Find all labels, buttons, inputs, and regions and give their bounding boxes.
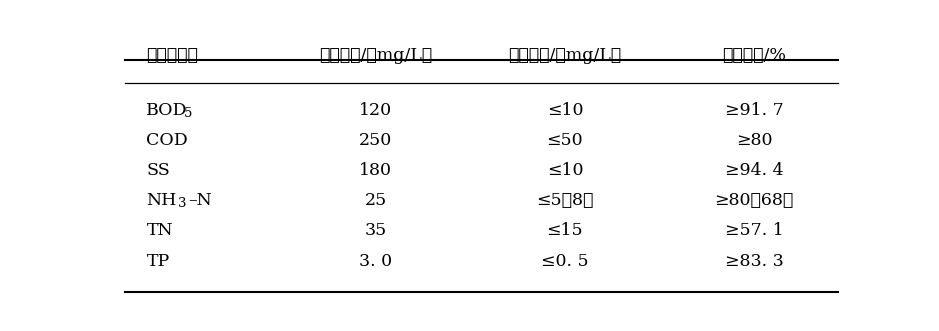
- Text: 250: 250: [359, 132, 393, 149]
- Text: 35: 35: [364, 222, 387, 239]
- Text: NH: NH: [146, 192, 177, 210]
- Text: ≤50: ≤50: [546, 132, 583, 149]
- Text: 5: 5: [184, 107, 192, 120]
- Text: ≥80: ≥80: [736, 132, 773, 149]
- Text: 3: 3: [177, 197, 186, 210]
- Text: 污染物指标: 污染物指标: [146, 47, 198, 64]
- Text: COD: COD: [146, 132, 188, 149]
- Text: SS: SS: [146, 162, 170, 179]
- Text: ≤10: ≤10: [546, 102, 583, 119]
- Text: 25: 25: [364, 192, 387, 210]
- Text: 180: 180: [360, 162, 393, 179]
- Text: 120: 120: [359, 102, 393, 119]
- Text: TN: TN: [146, 222, 173, 239]
- Text: ≤10: ≤10: [546, 162, 583, 179]
- Text: ≤15: ≤15: [546, 222, 583, 239]
- Text: ≥83. 3: ≥83. 3: [725, 253, 783, 269]
- Text: ≥57. 1: ≥57. 1: [725, 222, 783, 239]
- Text: 3. 0: 3. 0: [359, 253, 393, 269]
- Text: –N: –N: [189, 192, 212, 210]
- Text: ≤5（8）: ≤5（8）: [536, 192, 593, 210]
- Text: BOD: BOD: [146, 102, 188, 119]
- Text: TP: TP: [146, 253, 170, 269]
- Text: ≤0. 5: ≤0. 5: [541, 253, 589, 269]
- Text: ≥94. 4: ≥94. 4: [725, 162, 783, 179]
- Text: 出水水质/（mg/L）: 出水水质/（mg/L）: [508, 47, 622, 64]
- Text: ≥91. 7: ≥91. 7: [725, 102, 783, 119]
- Text: 进水指标/（mg/L）: 进水指标/（mg/L）: [319, 47, 432, 64]
- Text: ≥80（68）: ≥80（68）: [715, 192, 793, 210]
- Text: 处理效率/%: 处理效率/%: [722, 47, 786, 64]
